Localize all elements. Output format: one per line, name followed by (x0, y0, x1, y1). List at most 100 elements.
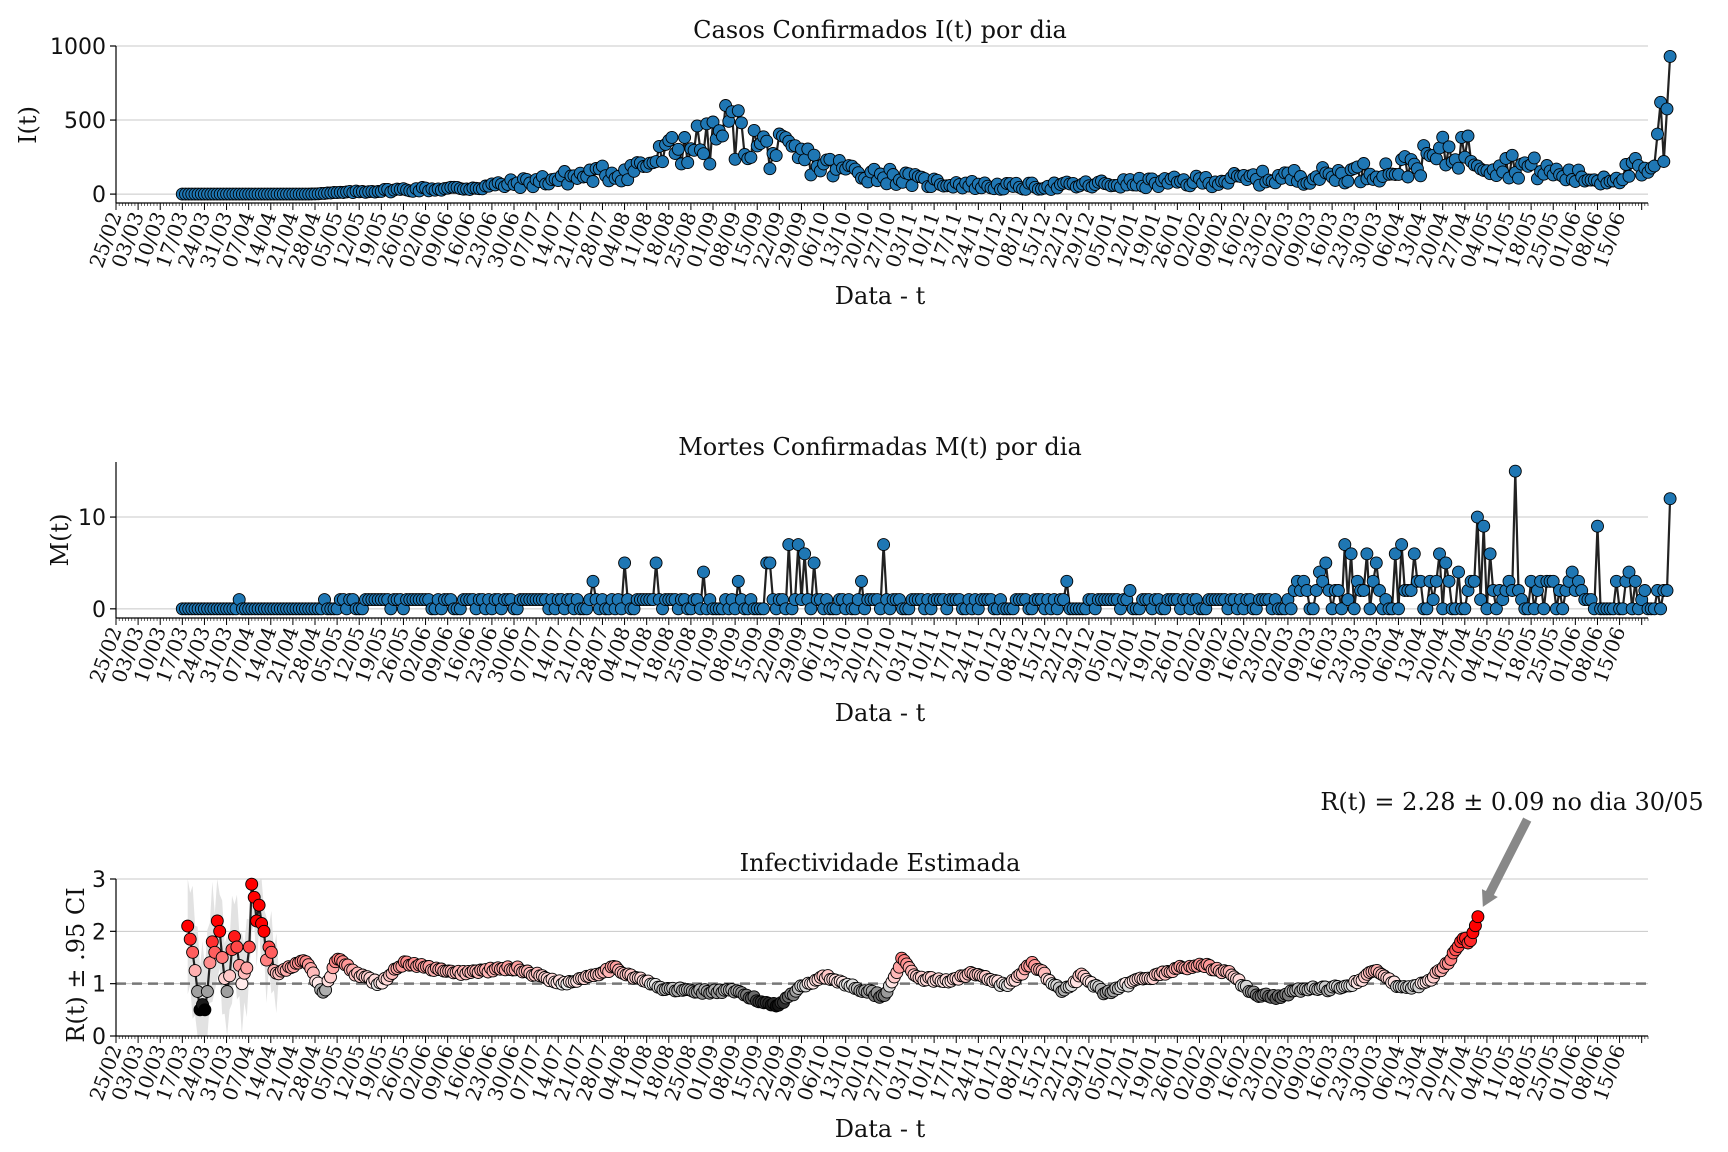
deaths-point (877, 538, 891, 552)
cases-point (1663, 49, 1677, 63)
deaths-title: Mortes Confirmadas M(t) por dia (678, 433, 1082, 461)
cases-xlabel: Data - t (835, 282, 926, 310)
rt-point (181, 919, 195, 933)
deaths-point (1660, 584, 1674, 597)
deaths-point (1347, 602, 1361, 616)
cases-point (681, 156, 695, 170)
cases-ytick-label: 1000 (50, 35, 106, 60)
cases-point (1414, 169, 1428, 183)
deaths-point (1369, 556, 1383, 570)
rt-point (186, 945, 200, 959)
deaths-ylabel: M(t) (46, 514, 74, 567)
deaths-point (757, 602, 770, 616)
deaths-point (1309, 584, 1323, 597)
deaths-point (1357, 584, 1371, 597)
deaths-point (1439, 556, 1453, 570)
cases-point (656, 155, 669, 169)
rt-y-axis: 0 1 2 3 (92, 868, 117, 1050)
deaths-point (1426, 593, 1440, 607)
deaths-point (1556, 602, 1570, 616)
deaths-point (1344, 547, 1358, 561)
rt-point (257, 924, 271, 938)
cases-point (1461, 129, 1475, 143)
cases-point (769, 149, 783, 163)
cases-point (734, 116, 748, 130)
rt-point (252, 898, 266, 912)
deaths-point (1591, 519, 1604, 533)
deaths-point (1420, 602, 1434, 616)
deaths-point (586, 574, 600, 588)
cases-y-axis: 0 500 1000 (50, 35, 117, 208)
rt-annotation-arrow-shape (1481, 817, 1532, 907)
rt-point (200, 985, 214, 998)
deaths-point (1442, 574, 1456, 588)
rt-ytick-label: 0 (92, 1025, 106, 1050)
cases-point (1660, 102, 1674, 116)
deaths-point (1467, 574, 1481, 588)
cases-points (175, 49, 1677, 201)
deaths-point (1508, 464, 1522, 478)
deaths-point (1622, 565, 1636, 579)
rt-point (188, 964, 202, 978)
deaths-point (855, 574, 868, 588)
deaths-point (1316, 574, 1330, 588)
deaths-point (618, 556, 632, 570)
deaths-point (697, 565, 710, 579)
deaths-point (1565, 565, 1579, 579)
cases-x-axis: 25/0203/0310/0317/0324/0331/0307/0414/04… (84, 202, 1649, 271)
cases-point (807, 148, 821, 162)
cases-point (763, 162, 777, 176)
deaths-point (1654, 602, 1668, 616)
cases-point (744, 150, 758, 164)
deaths-point (1395, 538, 1409, 552)
cases-ytick-label: 0 (92, 183, 106, 208)
deaths-point (1363, 602, 1377, 616)
cases-point (586, 175, 600, 188)
deaths-point (1335, 602, 1349, 616)
deaths-point (763, 556, 777, 570)
cases-panel: Casos Confirmados I(t) por dia 05001000 … (14, 16, 1677, 310)
deaths-point (1057, 593, 1071, 607)
deaths-point (791, 538, 805, 552)
cases-point (716, 129, 729, 143)
deaths-y-axis: 0 10 (78, 462, 117, 623)
rt-point (220, 985, 234, 998)
cases-point (1442, 140, 1456, 154)
deaths-xlabel: Data - t (835, 699, 926, 727)
rt-ytick-label: 1 (92, 973, 106, 998)
rt-confidence-band (187, 879, 1478, 1036)
deaths-point (1628, 574, 1642, 588)
cases-ylabel: I(t) (14, 106, 42, 144)
rt-title: Infectividade Estimada (740, 849, 1021, 877)
rt-point (215, 951, 229, 964)
deaths-point (1360, 547, 1374, 561)
cases-point (760, 134, 774, 148)
cases-point (1436, 130, 1450, 144)
cases-point (1341, 174, 1355, 188)
cases-point (1401, 170, 1415, 184)
rt-points (181, 877, 1485, 1017)
deaths-point (731, 574, 745, 588)
deaths-point (1452, 565, 1465, 579)
cases-point (747, 123, 761, 137)
cases-point (678, 131, 692, 144)
deaths-point (798, 547, 812, 561)
deaths-point (1338, 538, 1352, 552)
rt-ylabel: R(t) ± .95 CI (62, 887, 90, 1042)
rt-panel: Infectividade Estimada 0 1 2 3 25/0203/0310… (62, 788, 1704, 1143)
deaths-point (1060, 574, 1074, 588)
rt-annotation: R(t) = 2.28 ± 0.09 no dia 30/05 (1320, 788, 1703, 816)
rt-point (240, 961, 254, 975)
deaths-point (1474, 593, 1488, 607)
deaths-point (1407, 547, 1421, 561)
cases-point (706, 115, 720, 129)
deaths-point (1537, 602, 1551, 616)
rt-annotation-arrow (1481, 817, 1532, 907)
rt-xlabel: Data - t (835, 1115, 926, 1143)
rt-point (198, 1003, 212, 1017)
deaths-point (804, 602, 818, 616)
deaths-point (1404, 584, 1418, 597)
cases-point (1452, 161, 1465, 175)
deaths-point (1392, 602, 1405, 616)
